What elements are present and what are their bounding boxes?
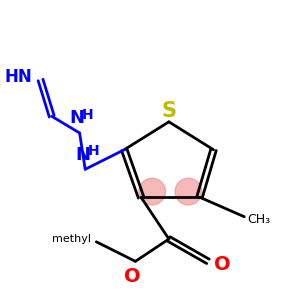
Text: H: H xyxy=(88,144,99,158)
Text: HN: HN xyxy=(4,68,32,86)
Text: CH₃: CH₃ xyxy=(247,213,270,226)
Text: O: O xyxy=(214,255,230,274)
Circle shape xyxy=(175,178,202,205)
Text: H: H xyxy=(82,108,94,122)
Text: O: O xyxy=(124,267,141,286)
Text: methyl: methyl xyxy=(52,234,91,244)
Text: N: N xyxy=(69,110,84,128)
Text: S: S xyxy=(161,101,176,121)
Circle shape xyxy=(139,178,166,205)
Text: N: N xyxy=(75,146,90,164)
